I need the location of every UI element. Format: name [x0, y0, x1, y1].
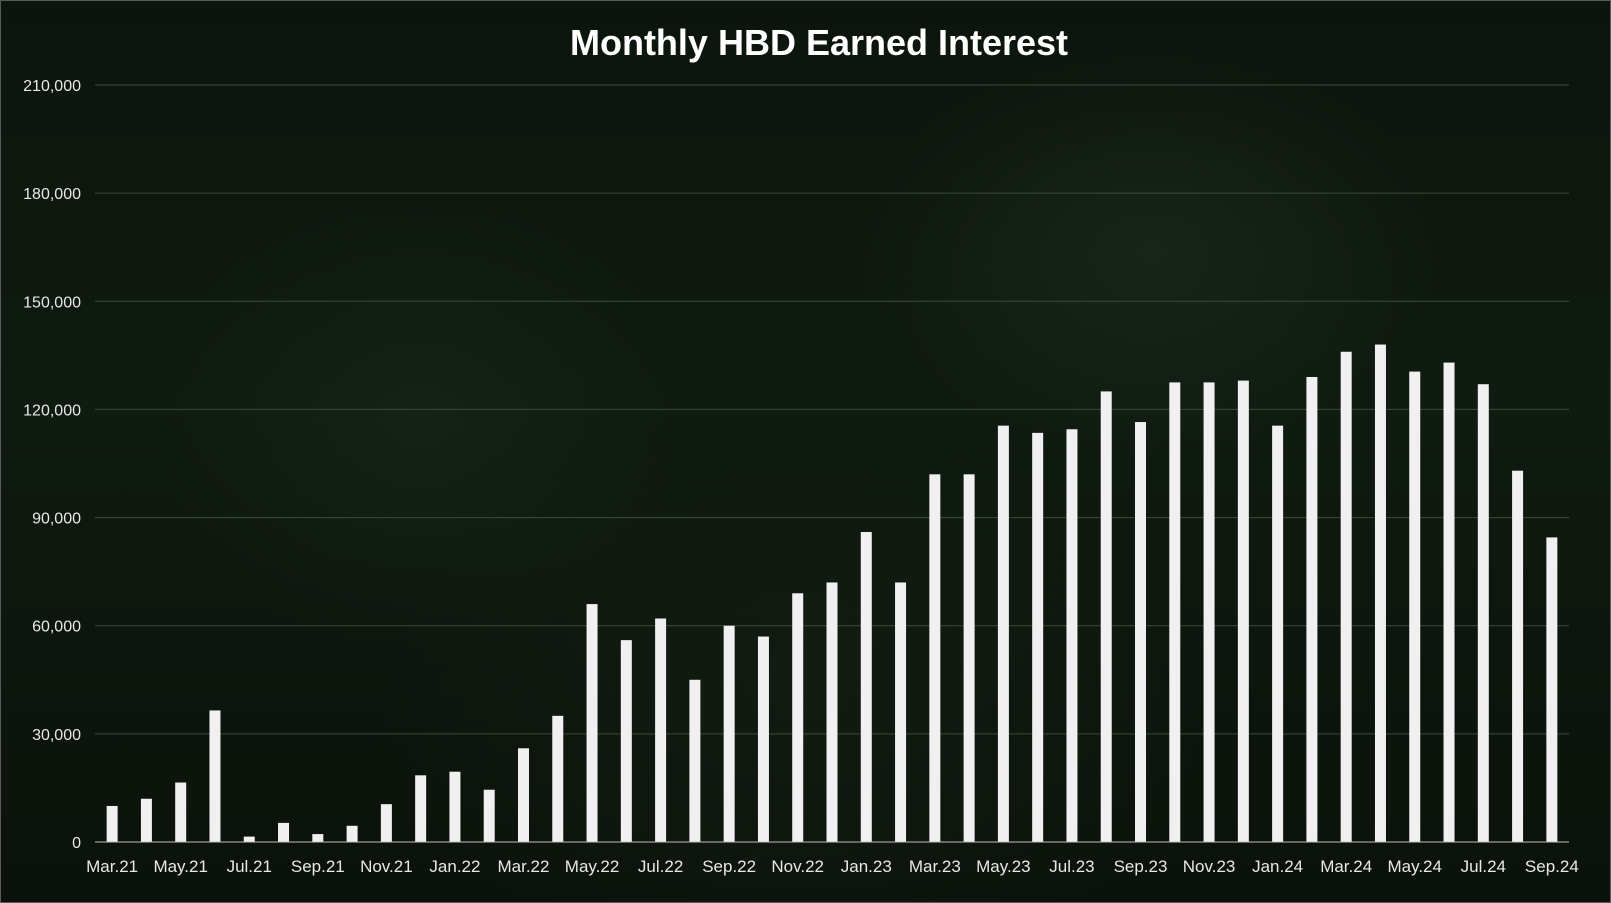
bar-Mar.22: [517, 748, 529, 842]
bar-Jun.24: [1443, 362, 1455, 842]
bar-Apr.21: [140, 798, 152, 842]
bar-Mar.21: [106, 805, 118, 842]
y-tick-label: 60,000: [32, 619, 81, 636]
bar-Oct.21: [346, 825, 358, 842]
bar-Aug.22: [689, 679, 701, 842]
bar-Aug.21: [278, 822, 290, 842]
y-tick-label: 90,000: [32, 511, 81, 528]
x-tick-label: Mar.23: [909, 857, 961, 876]
x-tick-label: Sep.21: [291, 857, 345, 876]
y-tick-label: 120,000: [23, 402, 81, 419]
x-tick-label: Nov.23: [1183, 857, 1236, 876]
y-tick-label: 180,000: [23, 186, 81, 203]
y-tick-label: 30,000: [32, 727, 81, 744]
bar-Jul.24: [1477, 384, 1489, 842]
x-tick-label: Sep.23: [1114, 857, 1168, 876]
x-tick-label: Mar.21: [86, 857, 138, 876]
bar-Oct.22: [757, 636, 769, 842]
bar-Jan.23: [860, 531, 872, 842]
x-tick-label: Mar.24: [1320, 857, 1372, 876]
bar-Jan.22: [449, 771, 461, 842]
bar-Apr.24: [1374, 344, 1386, 842]
bar-Sep.22: [723, 625, 735, 842]
gridlines: [95, 84, 1569, 735]
x-tick-label: May.24: [1387, 857, 1442, 876]
bar-Aug.23: [1100, 391, 1112, 842]
x-tick-label: Jan.22: [429, 857, 480, 876]
bar-Jul.21: [243, 836, 255, 842]
x-tick-label: Sep.24: [1525, 857, 1579, 876]
x-tick-label: Mar.22: [497, 857, 549, 876]
bar-Dec.22: [826, 582, 838, 842]
bar-Mar.23: [929, 474, 941, 842]
y-tick-label: 150,000: [23, 294, 81, 311]
bar-May.22: [586, 604, 598, 842]
x-tick-label: Jan.23: [841, 857, 892, 876]
x-tick-label: Jul.21: [227, 857, 272, 876]
bar-May.24: [1409, 371, 1421, 842]
x-tick-label: May.21: [153, 857, 208, 876]
bar-Sep.23: [1135, 422, 1147, 842]
bar-Dec.23: [1237, 380, 1249, 842]
y-tick-label: 210,000: [23, 78, 81, 95]
bar-Jun.21: [209, 710, 221, 842]
bar-Sep.24: [1546, 537, 1558, 842]
bar-Dec.21: [415, 775, 427, 842]
bar-Jan.24: [1272, 425, 1284, 842]
bars: [106, 344, 1558, 842]
chart-title: Monthly HBD Earned Interest: [570, 22, 1068, 63]
x-tick-label: Nov.22: [771, 857, 824, 876]
bar-Jul.23: [1066, 429, 1078, 842]
x-tick-label: Jul.24: [1461, 857, 1506, 876]
x-axis-ticks: Mar.21 May.21 Jul.21 Sep.21 Nov.21 Jan.22 Mar.…: [86, 857, 1579, 876]
x-tick-label: May.23: [976, 857, 1031, 876]
bar-Sep.21: [312, 834, 324, 842]
bar-Jun.22: [620, 640, 632, 842]
bar-Mar.24: [1340, 351, 1352, 842]
bar-Nov.22: [792, 593, 804, 842]
y-tick-label: 0: [72, 835, 81, 852]
bar-May.21: [175, 782, 187, 842]
bar-Aug.24: [1512, 470, 1524, 842]
bar-Feb.24: [1306, 376, 1318, 842]
bar-Oct.23: [1169, 382, 1181, 842]
x-tick-label: Jul.23: [1049, 857, 1094, 876]
x-tick-label: Nov.21: [360, 857, 413, 876]
x-tick-label: May.22: [565, 857, 620, 876]
bar-Apr.23: [963, 474, 975, 842]
bar-Nov.21: [380, 804, 392, 842]
x-tick-label: Jul.22: [638, 857, 683, 876]
bar-Feb.23: [895, 582, 907, 842]
bar-Nov.23: [1203, 382, 1215, 842]
x-tick-label: Jan.24: [1252, 857, 1303, 876]
bar-Feb.22: [483, 789, 495, 842]
y-axis-ticks: 0 30,000 60,000 90,000 120,000 150,000 180,000…: [23, 78, 81, 852]
bar-Jul.22: [655, 618, 667, 842]
bar-May.23: [997, 425, 1009, 842]
bar-Jun.23: [1032, 432, 1044, 842]
x-tick-label: Sep.22: [702, 857, 756, 876]
bar-Apr.22: [552, 715, 564, 842]
